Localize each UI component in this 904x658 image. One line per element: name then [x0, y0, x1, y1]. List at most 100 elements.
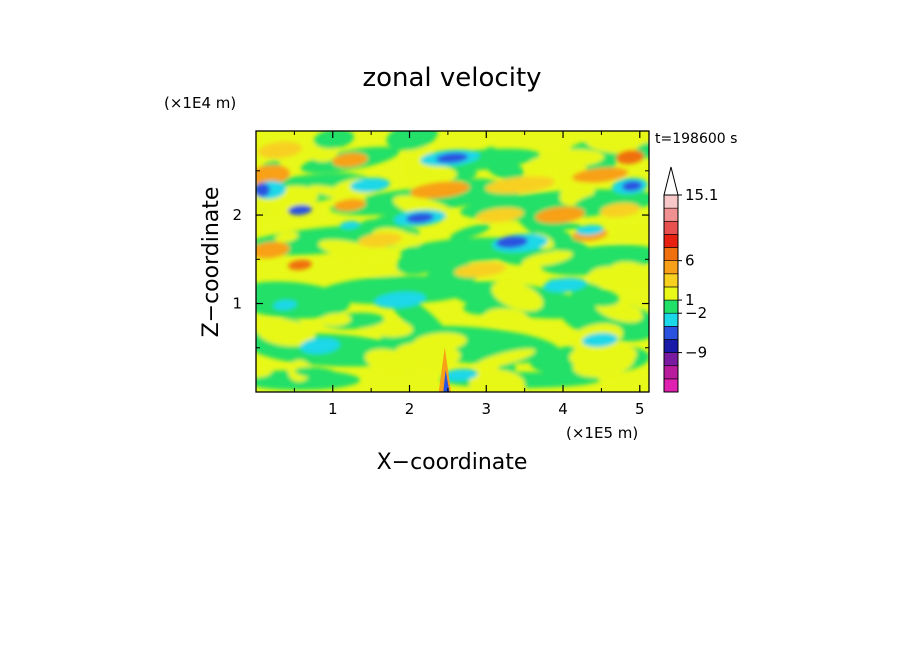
- terrain-spike: [438, 347, 451, 392]
- x-axis-label: X−coordinate: [377, 450, 528, 475]
- field-patch: [386, 131, 438, 151]
- colorbar-tick-label-0: 15.1: [685, 186, 718, 204]
- field-patch: [586, 136, 638, 154]
- field-patch: [256, 182, 270, 198]
- field-patch: [288, 259, 312, 271]
- x-tick-label-1: 2: [405, 400, 415, 418]
- field-patch: [469, 369, 526, 392]
- terrain-spike-core: [443, 370, 450, 392]
- colorbar-level-13: [663, 207, 679, 222]
- field-patch: [274, 231, 299, 243]
- field-patch: [340, 220, 360, 230]
- field-patch: [582, 332, 618, 348]
- y-tick-label-0: 1: [232, 295, 242, 313]
- colorbar-level-4: [663, 326, 679, 340]
- field-patch: [463, 302, 494, 315]
- field-patch: [313, 131, 355, 149]
- field-patch: [485, 176, 555, 194]
- field-patch: [332, 152, 368, 168]
- field-patch: [410, 181, 470, 199]
- colorbar-level-14: [663, 194, 679, 209]
- y-axis-label: Z−coordinate: [199, 187, 224, 338]
- y-tick-label-1: 2: [232, 206, 242, 224]
- field-patch: [572, 167, 628, 183]
- colorbar-level-11: [663, 234, 679, 248]
- colorbar-level-9: [663, 260, 679, 275]
- colorbar-level-2: [663, 352, 679, 367]
- colorbar-level-3: [663, 339, 679, 353]
- field-patch: [481, 147, 501, 168]
- field-patch: [608, 261, 649, 287]
- colorbar-level-7: [663, 286, 679, 301]
- x-scale-label: (×1E5 m): [566, 424, 638, 442]
- colorbar: 15.1 6 1−2 −9: [663, 166, 718, 393]
- colorbar-level-8: [663, 273, 679, 288]
- chart-title: zonal velocity: [362, 63, 541, 93]
- field-patch: [496, 235, 528, 249]
- y-axis: 12: [232, 170, 649, 349]
- field-patch: [358, 232, 402, 248]
- x-tick-label-2: 3: [482, 400, 492, 418]
- field-patch: [396, 241, 460, 275]
- colorbar-tick-label-3: −2: [685, 304, 707, 322]
- contour-field: [256, 131, 649, 392]
- field-patch: [294, 367, 338, 378]
- colorbar-tick-label-4: −9: [685, 344, 707, 362]
- colorbar-level-1: [663, 365, 679, 380]
- field-patch: [450, 224, 491, 240]
- field-patch: [350, 177, 390, 193]
- field-patch: [442, 368, 478, 382]
- field-patch: [454, 262, 506, 278]
- x-tick-label-4: 5: [635, 400, 645, 418]
- field-patch: [622, 180, 642, 192]
- field-patch: [256, 241, 290, 259]
- field-patches: [256, 131, 649, 392]
- field-patch: [300, 337, 340, 355]
- field-patch: [436, 152, 468, 164]
- field-patch: [543, 277, 587, 293]
- colorbar-level-6: [663, 299, 679, 314]
- field-patch: [318, 239, 385, 261]
- field-patch: [473, 348, 536, 369]
- field-patch: [600, 202, 640, 218]
- field-patch: [616, 149, 644, 165]
- field-patch: [288, 204, 312, 216]
- x-axis: 1 2 3 4 5: [293, 131, 645, 418]
- field-patch: [574, 191, 625, 212]
- field-patch: [364, 349, 417, 374]
- field-patch: [540, 149, 605, 168]
- plot-frame: [255, 130, 650, 393]
- field-patch: [258, 141, 302, 159]
- colorbar-level-12: [663, 220, 679, 235]
- field-patch: [483, 308, 528, 326]
- field-patch: [334, 198, 366, 212]
- field-patch: [491, 281, 544, 312]
- field-patch: [521, 250, 573, 267]
- field-patch: [273, 299, 297, 311]
- field-patch: [320, 313, 352, 327]
- field-patch: [576, 224, 604, 236]
- x-tick-label-3: 4: [558, 400, 568, 418]
- colorbar-level-5: [663, 312, 679, 327]
- x-tick-label-0: 1: [328, 400, 338, 418]
- y-scale-label: (×1E4 m): [164, 94, 236, 112]
- field-patch: [598, 227, 649, 242]
- colorbar-extend-arrow: [663, 166, 679, 196]
- field-patch: [476, 207, 524, 223]
- field-patch: [256, 319, 315, 347]
- colorbar-level-10: [663, 247, 679, 261]
- field-patch: [256, 164, 290, 186]
- field-patch: [413, 332, 467, 352]
- field-patch: [535, 206, 585, 224]
- field-patch: [406, 165, 457, 184]
- field-patch: [526, 221, 582, 230]
- colorbar-frame: [663, 194, 679, 393]
- colorbar-tick-label-1: 6: [685, 252, 695, 270]
- field-patch: [561, 164, 582, 187]
- field-patch: [374, 291, 426, 309]
- colorbar-tick-label-2: 1: [685, 291, 695, 309]
- field-patch: [616, 307, 641, 321]
- field-patch: [406, 212, 434, 224]
- field-patch: [570, 287, 620, 307]
